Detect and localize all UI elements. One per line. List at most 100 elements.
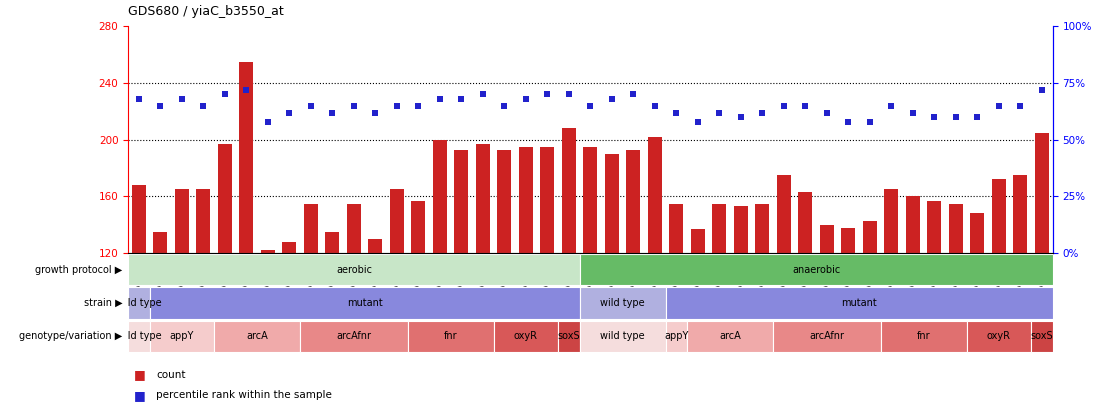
Point xyxy=(496,102,514,109)
Text: GDS680 / yiaC_b3550_at: GDS680 / yiaC_b3550_at xyxy=(128,5,284,18)
Bar xyxy=(713,203,726,253)
Bar xyxy=(390,189,404,253)
Text: soxS: soxS xyxy=(558,331,580,341)
Text: mutant: mutant xyxy=(346,298,382,308)
Text: strain ▶: strain ▶ xyxy=(84,298,123,308)
Text: oxyR: oxyR xyxy=(987,331,1012,341)
Bar xyxy=(626,149,641,253)
Point xyxy=(1012,102,1029,109)
Bar xyxy=(540,147,555,253)
Text: appY: appY xyxy=(664,331,688,341)
Bar xyxy=(1035,133,1049,253)
FancyBboxPatch shape xyxy=(128,320,149,352)
FancyBboxPatch shape xyxy=(558,320,579,352)
Point xyxy=(173,96,190,102)
FancyBboxPatch shape xyxy=(579,287,666,319)
Text: soxS: soxS xyxy=(1030,331,1054,341)
Point xyxy=(840,118,858,125)
FancyBboxPatch shape xyxy=(128,254,579,286)
Point xyxy=(990,102,1008,109)
Point xyxy=(302,102,320,109)
Bar xyxy=(841,228,856,253)
Point xyxy=(152,102,169,109)
Point xyxy=(281,109,299,116)
Point xyxy=(732,114,750,120)
Text: ■: ■ xyxy=(134,369,146,382)
Bar xyxy=(304,203,317,253)
Bar xyxy=(863,220,877,253)
Point xyxy=(388,102,405,109)
Bar xyxy=(906,196,920,253)
Bar xyxy=(196,189,211,253)
Bar xyxy=(498,149,511,253)
Point xyxy=(1033,87,1051,93)
Bar xyxy=(476,144,490,253)
Point xyxy=(646,102,664,109)
Bar xyxy=(154,232,167,253)
Bar xyxy=(648,137,662,253)
Text: arcA: arcA xyxy=(720,331,741,341)
Bar xyxy=(605,154,619,253)
Text: growth protocol ▶: growth protocol ▶ xyxy=(36,265,123,275)
Point xyxy=(625,91,643,98)
FancyBboxPatch shape xyxy=(214,320,300,352)
Point xyxy=(818,109,836,116)
Point xyxy=(216,91,234,98)
Text: percentile rank within the sample: percentile rank within the sample xyxy=(156,390,332,400)
Text: anaerobic: anaerobic xyxy=(792,265,840,275)
Point xyxy=(667,109,685,116)
Point xyxy=(926,114,944,120)
Text: wild type: wild type xyxy=(600,298,645,308)
FancyBboxPatch shape xyxy=(579,320,666,352)
Point xyxy=(517,96,535,102)
Point xyxy=(410,102,428,109)
FancyBboxPatch shape xyxy=(149,287,579,319)
Bar xyxy=(755,203,770,253)
Point xyxy=(367,109,384,116)
Point xyxy=(582,102,599,109)
Point xyxy=(882,102,900,109)
Bar xyxy=(433,140,447,253)
FancyBboxPatch shape xyxy=(494,320,558,352)
Text: ■: ■ xyxy=(134,389,146,402)
Bar xyxy=(455,149,468,253)
Text: arcAfnr: arcAfnr xyxy=(336,331,371,341)
Text: genotype/variation ▶: genotype/variation ▶ xyxy=(19,331,123,341)
Text: appY: appY xyxy=(169,331,194,341)
Text: aerobic: aerobic xyxy=(336,265,372,275)
Bar xyxy=(325,232,340,253)
Point xyxy=(237,87,255,93)
Point xyxy=(861,118,879,125)
Bar xyxy=(670,203,683,253)
FancyBboxPatch shape xyxy=(881,320,967,352)
Text: arcAfnr: arcAfnr xyxy=(810,331,844,341)
Bar xyxy=(346,203,361,253)
Text: oxyR: oxyR xyxy=(514,331,538,341)
Point xyxy=(323,109,341,116)
Point xyxy=(431,96,449,102)
Bar xyxy=(369,239,382,253)
Text: fnr: fnr xyxy=(443,331,458,341)
Point xyxy=(195,102,213,109)
FancyBboxPatch shape xyxy=(408,320,494,352)
Bar xyxy=(282,242,296,253)
Point xyxy=(905,109,922,116)
Bar xyxy=(175,189,189,253)
Point xyxy=(538,91,556,98)
Point xyxy=(345,102,363,109)
FancyBboxPatch shape xyxy=(1032,320,1053,352)
FancyBboxPatch shape xyxy=(773,320,881,352)
Point xyxy=(968,114,986,120)
Bar xyxy=(776,175,791,253)
FancyBboxPatch shape xyxy=(967,320,1032,352)
Bar xyxy=(1014,175,1027,253)
Bar xyxy=(218,144,232,253)
Point xyxy=(473,91,491,98)
Bar xyxy=(411,201,426,253)
Text: fnr: fnr xyxy=(917,331,930,341)
Bar xyxy=(691,229,705,253)
Bar xyxy=(799,192,812,253)
Text: wild type: wild type xyxy=(117,298,162,308)
Text: mutant: mutant xyxy=(841,298,877,308)
FancyBboxPatch shape xyxy=(687,320,773,352)
